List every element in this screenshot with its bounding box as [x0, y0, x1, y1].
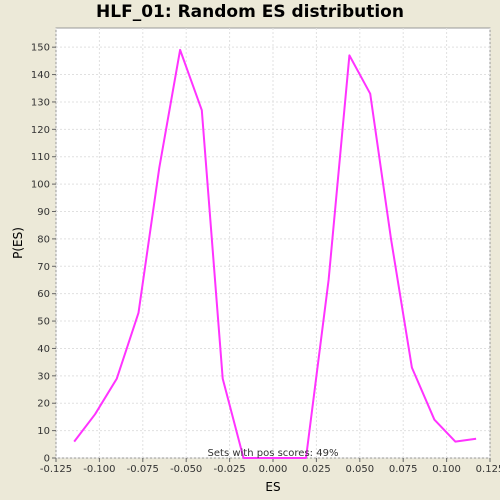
pos-scores-annotation: Sets with pos scores: 49% [208, 448, 339, 459]
axis-layer: 0 10 20 30 40 50 60 70 80 90 100 110 120 130 140 150 -0.… [31, 43, 500, 475]
x-tick-label: 0.100 [432, 464, 461, 475]
y-tick-label: 50 [37, 317, 50, 328]
y-tick-label: 70 [37, 262, 50, 273]
y-tick-label: 130 [31, 97, 50, 108]
x-axis-label: ES [265, 480, 280, 494]
y-tick-label: 100 [31, 180, 50, 191]
y-tick-label: 10 [37, 426, 50, 437]
y-tick-label: 30 [37, 371, 50, 382]
y-tick-label: 110 [31, 152, 50, 163]
y-tick-label: 20 [37, 399, 50, 410]
x-tick-label: -0.050 [170, 464, 202, 475]
x-tick-label: 0.000 [259, 464, 288, 475]
y-tick-label: 40 [37, 344, 50, 355]
y-tick-label: 150 [31, 43, 50, 54]
x-tick-label: -0.025 [213, 464, 245, 475]
y-tick-label: 0 [44, 454, 50, 465]
x-tick-label: -0.075 [127, 464, 159, 475]
grid-layer [55, 28, 491, 459]
x-tick-label: 0.075 [389, 464, 418, 475]
y-tick-label: 90 [37, 207, 50, 218]
y-tick-label: 120 [31, 125, 50, 136]
series-layer [73, 48, 477, 459]
y-tick-label: 60 [37, 289, 50, 300]
chart-title: HLF_01: Random ES distribution [96, 2, 404, 22]
x-tick-label: 0.025 [302, 464, 331, 475]
y-axis-label: P(ES) [11, 227, 25, 259]
x-tick-label: 0.125 [476, 464, 500, 475]
y-tick-label: 80 [37, 234, 50, 245]
plot-area [55, 27, 491, 459]
x-tick-label: -0.100 [83, 464, 115, 475]
y-tick-label: 140 [31, 70, 50, 81]
x-tick-label: 0.050 [345, 464, 374, 475]
x-tick-label: -0.125 [40, 464, 72, 475]
series-line [73, 48, 477, 459]
